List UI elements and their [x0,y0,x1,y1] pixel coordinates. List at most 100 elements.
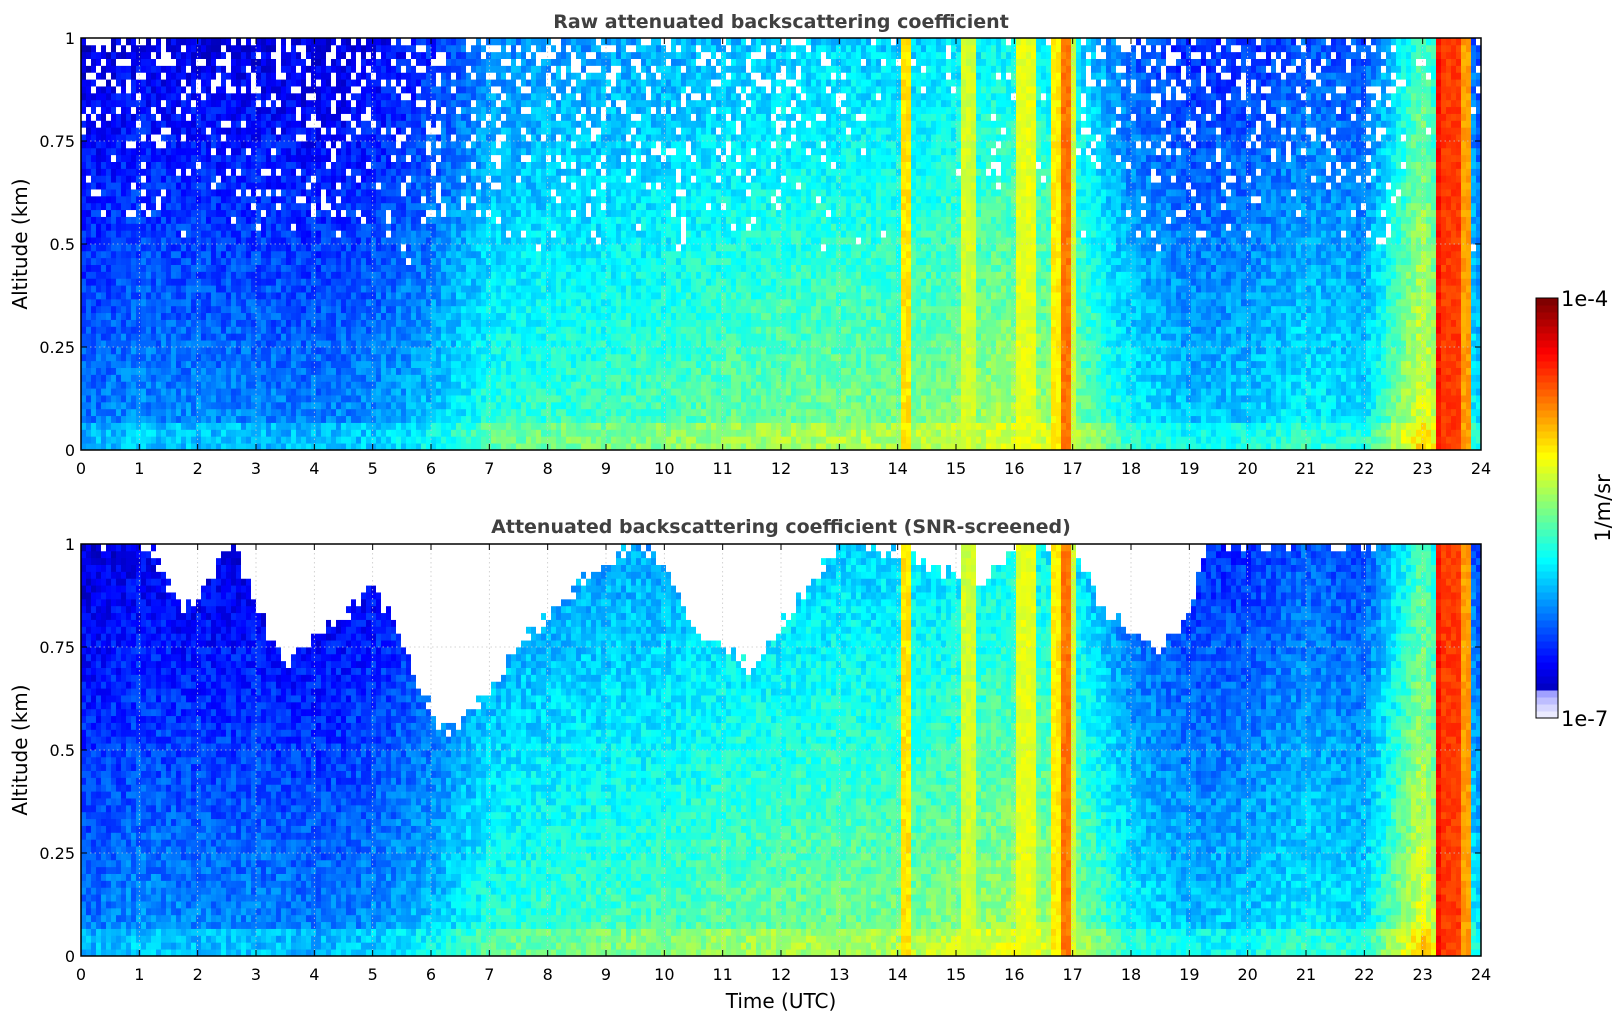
heatmap-cell [256,298,262,307]
heatmap-cell [486,92,492,101]
heatmap-cell [111,395,117,403]
heatmap-cell [446,395,452,403]
heatmap-cell [191,271,197,279]
heatmap-cell [96,216,102,224]
heatmap-cell [336,38,342,46]
heatmap-cell [206,443,212,450]
heatmap-cell [356,99,362,108]
heatmap-cell [286,72,292,80]
heatmap-cell [161,381,167,389]
heatmap-cell [121,106,127,114]
heatmap-cell [116,72,122,80]
heatmap-cell [211,436,217,444]
heatmap-cell [376,106,382,114]
heatmap-cell [371,305,377,314]
heatmap-cell [216,401,222,410]
heatmap-cell [286,79,292,87]
heatmap-cell [131,106,137,114]
heatmap-cell [226,216,232,224]
heatmap-cell [271,147,277,156]
heatmap-cell [416,230,422,238]
heatmap-cell [246,353,252,362]
heatmap-cell [226,168,232,176]
heatmap-cell [296,333,302,341]
heatmap-cell [446,436,452,444]
heatmap-cell [236,202,242,211]
heatmap-cell [261,209,267,217]
heatmap-cell [421,401,427,410]
heatmap-cell [181,99,187,108]
heatmap-cell [276,312,282,320]
heatmap-cell [281,250,287,259]
heatmap-cell [246,312,252,320]
heatmap-cell [106,285,112,293]
heatmap-cell [296,305,302,314]
heatmap-cell [166,298,172,307]
heatmap-cell [121,147,127,156]
heatmap-cell [156,264,162,272]
heatmap-cell [436,333,442,341]
heatmap-cell [126,436,132,444]
heatmap-cell [376,195,382,204]
heatmap-cell [486,298,492,307]
heatmap-cell [191,51,197,59]
heatmap-cell [141,120,147,128]
heatmap-cell [216,305,222,314]
heatmap-cell [396,319,402,327]
heatmap-cell [241,209,247,217]
heatmap-cell [481,312,487,320]
heatmap-cell [321,161,327,169]
heatmap-cell [291,264,297,272]
heatmap-cell [296,202,302,211]
heatmap-cell [456,44,462,53]
heatmap-cell [421,161,427,169]
heatmap-cell [161,99,167,108]
heatmap-cell [116,216,122,224]
heatmap-cell [341,312,347,320]
heatmap-cell [471,168,477,176]
heatmap-cell [316,79,322,87]
heatmap-cell [431,292,437,300]
heatmap-cell [171,106,177,114]
heatmap-cell [461,189,467,197]
heatmap-cell [156,436,162,444]
heatmap-cell [456,161,462,169]
heatmap-cell [341,388,347,396]
heatmap-cell [356,353,362,362]
heatmap-cell [461,99,467,108]
heatmap-cell [266,292,272,300]
heatmap-cell [291,443,297,450]
heatmap-cell [466,367,472,375]
heatmap-cell [331,86,337,94]
heatmap-cell [411,388,417,396]
heatmap-cell [166,168,172,176]
heatmap-cell [371,223,377,231]
heatmap-cell [436,244,442,252]
heatmap-cell [481,436,487,444]
heatmap-cell [401,120,407,128]
heatmap-cell [291,422,297,430]
heatmap-cell [101,79,107,87]
heatmap-cell [131,278,137,286]
heatmap-cell [111,127,117,135]
heatmap-cell [86,367,92,375]
heatmap-cell [371,292,377,300]
heatmap-cell [426,106,432,114]
heatmap-cell [271,127,277,135]
heatmap-cell [466,312,472,320]
heatmap-cell [176,443,182,450]
heatmap-cell [406,360,412,368]
heatmap-cell [366,154,372,162]
heatmap-cell [186,264,192,272]
heatmap-cell [396,312,402,320]
heatmap-cell [351,443,357,450]
heatmap-cell [81,333,87,341]
heatmap-cell [361,305,367,314]
heatmap-cell [461,347,467,355]
heatmap-cell [211,353,217,362]
heatmap-cell [286,374,292,382]
heatmap-cell [446,326,452,334]
heatmap-cell [121,237,127,245]
heatmap-cell [296,408,302,417]
heatmap-cell [316,134,322,142]
